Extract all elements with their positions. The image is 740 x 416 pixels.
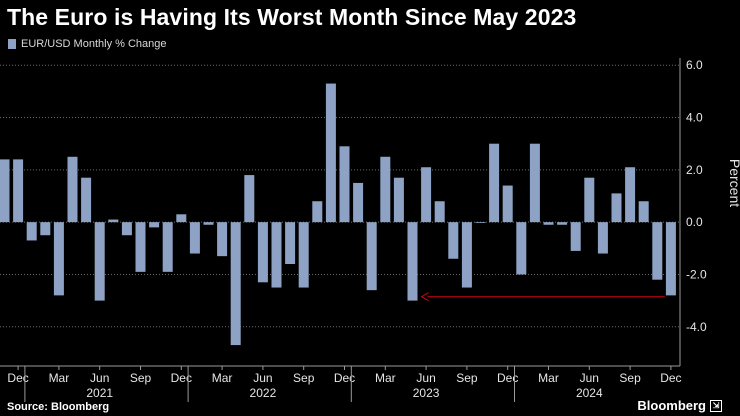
y-axis-label: Percent (727, 159, 740, 207)
bar (217, 222, 228, 257)
x-tick-label: Dec (7, 371, 28, 385)
x-tick-label: Dec (497, 371, 518, 385)
x-tick-label: Mar (375, 371, 396, 385)
x-tick-label: Sep (619, 371, 641, 385)
legend-swatch (8, 39, 16, 49)
bar (421, 167, 432, 223)
y-tick-label: 4.0 (686, 111, 703, 125)
y-tick-label: 0.0 (686, 215, 703, 229)
bar (162, 222, 173, 272)
bar (189, 222, 200, 254)
bar (244, 175, 255, 223)
x-tick-label: Mar (49, 371, 70, 385)
bar (489, 143, 500, 223)
bar (625, 167, 636, 223)
bar (529, 143, 540, 223)
bar (475, 222, 486, 223)
bar (570, 222, 581, 251)
bar (597, 222, 608, 254)
bar (121, 222, 132, 236)
bar (271, 222, 282, 288)
bar (448, 222, 459, 259)
bar (557, 222, 568, 225)
bar (257, 222, 268, 283)
x-tick-label: Mar (538, 371, 559, 385)
bar (502, 185, 513, 223)
x-year-label: 2023 (413, 386, 440, 400)
bar (407, 222, 418, 301)
bar (108, 219, 119, 223)
x-tick-label: Dec (660, 371, 681, 385)
bar (53, 222, 64, 296)
bar (434, 201, 445, 223)
chart-title: The Euro is Having Its Worst Month Since… (7, 4, 577, 30)
bar (67, 156, 78, 223)
bar (285, 222, 296, 264)
y-tick-label: 6.0 (686, 58, 703, 72)
bar (94, 222, 105, 301)
bar (638, 201, 649, 223)
bar (40, 222, 51, 236)
bar (81, 177, 92, 223)
bar (135, 222, 146, 272)
x-tick-label: Jun (90, 371, 109, 385)
x-year-label: 2022 (250, 386, 277, 400)
bar (353, 182, 364, 223)
x-tick-label: Sep (293, 371, 315, 385)
bar (543, 222, 554, 225)
legend-label: EUR/USD Monthly % Change (21, 38, 167, 50)
bar (516, 222, 527, 275)
bar (584, 177, 595, 223)
y-tick-label: -2.0 (686, 267, 707, 281)
bar (665, 222, 676, 296)
bar (652, 222, 663, 280)
bar (312, 201, 323, 223)
bar (26, 222, 37, 241)
brand-logo: Bloomberg ⇲ (637, 398, 722, 413)
bar (611, 193, 622, 223)
x-tick-label: Dec (171, 371, 192, 385)
x-tick-label: Sep (456, 371, 478, 385)
y-tick-label: 2.0 (686, 163, 703, 177)
x-year-label: 2021 (86, 386, 113, 400)
bar (325, 83, 336, 223)
annotation-arrowhead (420, 292, 429, 302)
source-note: Source: Bloomberg (7, 401, 110, 413)
x-tick-label: Sep (130, 371, 152, 385)
x-tick-label: Dec (334, 371, 355, 385)
bar (298, 222, 309, 288)
terminal-icon: ⇲ (710, 399, 722, 412)
legend: EUR/USD Monthly % Change (8, 38, 167, 50)
x-tick-label: Jun (416, 371, 435, 385)
y-tick-label: -4.0 (686, 320, 707, 334)
bar (0, 159, 10, 223)
x-tick-label: Jun (253, 371, 272, 385)
bar (380, 156, 391, 223)
bar (366, 222, 377, 291)
bar (461, 222, 472, 288)
x-year-label: 2024 (576, 386, 603, 400)
bar (176, 214, 187, 223)
bar (149, 222, 160, 228)
bar (393, 177, 404, 223)
bar (13, 159, 24, 223)
x-tick-label: Jun (580, 371, 599, 385)
x-tick-label: Mar (212, 371, 233, 385)
brand-name: Bloomberg (637, 398, 706, 413)
bar (203, 222, 214, 225)
bar (339, 146, 350, 223)
bar (230, 222, 241, 346)
